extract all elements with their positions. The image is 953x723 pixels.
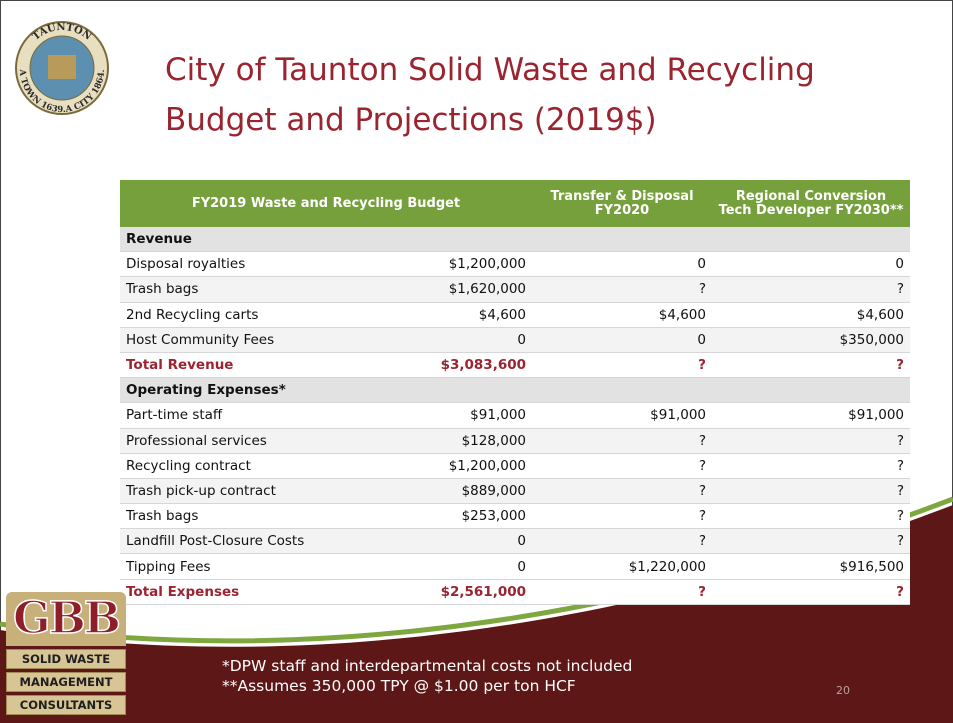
table-cell: Host Community Fees (120, 327, 382, 353)
table-cell: ? (712, 453, 910, 479)
table-cell: $4,600 (532, 302, 712, 328)
table-cell: 0 (712, 251, 910, 278)
table-cell: Trash bags (120, 276, 382, 303)
table-cell: Recycling contract (120, 453, 382, 479)
table-cell: ? (712, 503, 910, 530)
table-cell: Professional services (120, 428, 382, 454)
table-cell: Part-time staff (120, 402, 382, 429)
table-row: Recycling contract $1,200,000?? (120, 453, 910, 479)
table-cell: $1,620,000 (382, 276, 532, 303)
page-number: 20 (836, 684, 850, 697)
title: Budget and Projections (2019$) (165, 102, 657, 138)
table-cell: 0 (382, 553, 532, 580)
header-cell: Transfer & Disposal FY2020 (532, 180, 712, 227)
table-cell: $1,200,000 (382, 251, 532, 278)
table-cell: ? (712, 352, 910, 379)
table-row: Landfill Post-Closure Costs 0?? (120, 528, 910, 555)
table-cell: ? (532, 478, 712, 505)
header-row: FY2019 Waste and Recycling Budget Transf… (120, 180, 910, 227)
table-row: Part-time staff $91,000 $91,000 $91,000 (120, 402, 910, 429)
table-cell: ? (712, 276, 910, 303)
header-cell: Regional Conversion Tech Developer FY203… (712, 180, 910, 227)
table-cell: 0 (532, 251, 712, 278)
table-row: Professional services $128,000?? (120, 428, 910, 454)
table-cell: ? (712, 478, 910, 505)
footnote: **Assumes 350,000 TPY @ $1.00 per ton HC… (222, 677, 576, 695)
table-cell: ? (712, 428, 910, 454)
table-cell: ? (532, 453, 712, 479)
seal: TAUNTON A TOWN 1639.A CITY 1864. (15, 21, 109, 115)
swoosh (0, 505, 953, 723)
title: City of Taunton Solid Waste and Recyclin… (165, 52, 815, 88)
table-cell: Tipping Fees (120, 553, 382, 580)
table-cell: ? (532, 579, 712, 605)
table-cell: ? (532, 503, 712, 530)
table-row: Total Revenue $3,083,600?? (120, 352, 910, 379)
table-row: 2nd Recycling carts $4,600 $4,600 $4,600 (120, 302, 910, 328)
table-cell: Total Revenue (120, 352, 382, 379)
logo-mark: GBB (6, 592, 126, 646)
table-cell: $91,000 (712, 402, 910, 429)
table-cell: $1,220,000 (532, 553, 712, 580)
table-cell: $350,000 (712, 327, 910, 353)
table-cell: Trash bags (120, 503, 382, 530)
table-cell: Landfill Post-Closure Costs (120, 528, 382, 555)
table-cell: 2nd Recycling carts (120, 302, 382, 328)
logo: GBB SOLID WASTE MANAGEMENT CONSULTANTS (6, 592, 126, 715)
table-row: Trash pick-up contract $889,000?? (120, 478, 910, 505)
table-row: Revenue (120, 227, 910, 253)
table-row: Tipping Fees 0 $1,220,000 $916,500 (120, 553, 910, 580)
table-cell: ? (532, 528, 712, 555)
table-cell: $91,000 (382, 402, 532, 429)
logo-line: SOLID WASTE (6, 649, 126, 669)
table-cell: $1,200,000 (382, 453, 532, 479)
table-cell: $4,600 (382, 302, 532, 328)
table-cell: Operating Expenses* (120, 377, 910, 404)
table-cell: Revenue (120, 227, 910, 253)
logo-line: MANAGEMENT (6, 672, 126, 692)
table-cell: $91,000 (532, 402, 712, 429)
table-row: Disposal royalties $1,200,000 0 0 (120, 251, 910, 278)
table-cell: $128,000 (382, 428, 532, 454)
table-cell: $2,561,000 (382, 579, 532, 605)
table-cell: Disposal royalties (120, 251, 382, 278)
header-cell: FY2019 Waste and Recycling Budget (120, 180, 532, 227)
table-cell: $3,083,600 (382, 352, 532, 379)
logo-line: CONSULTANTS (6, 695, 126, 715)
table-cell: $889,000 (382, 478, 532, 505)
table-cell: $4,600 (712, 302, 910, 328)
table-row: Trash bags $1,620,000?? (120, 276, 910, 303)
table-row: Trash bags $253,000?? (120, 503, 910, 530)
table-row: Host Community Fees 0 0 $350,000 (120, 327, 910, 353)
table-cell: ? (712, 579, 910, 605)
table-cell: 0 (382, 528, 532, 555)
table-cell: $253,000 (382, 503, 532, 530)
footnote: *DPW staff and interdepartmental costs n… (222, 657, 633, 675)
budget-table: FY2019 Waste and Recycling Budget Transf… (120, 180, 910, 605)
table-cell: $916,500 (712, 553, 910, 580)
table-cell: 0 (382, 327, 532, 353)
table-cell: ? (532, 352, 712, 379)
table-cell: Total Expenses (120, 579, 382, 605)
table-row: Operating Expenses* (120, 377, 910, 404)
table-cell: Trash pick-up contract (120, 478, 382, 505)
table-cell: ? (532, 428, 712, 454)
table-cell: ? (532, 276, 712, 303)
table-row: Total Expenses $2,561,000?? (120, 579, 910, 605)
table-cell: 0 (532, 327, 712, 353)
table-cell: ? (712, 528, 910, 555)
